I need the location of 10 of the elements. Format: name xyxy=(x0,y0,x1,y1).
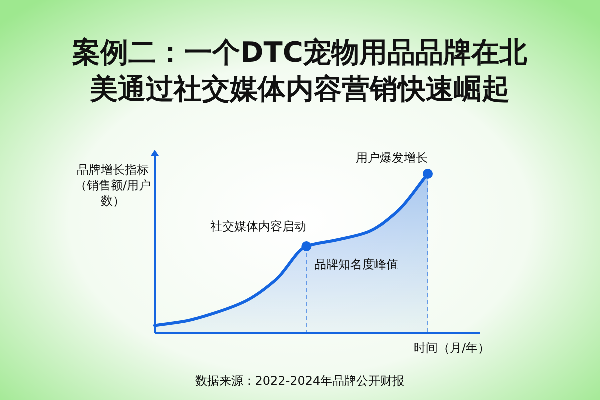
ylabel: 数） xyxy=(101,194,125,208)
title: 美通过社交媒体内容营销快速崛起 xyxy=(90,72,510,106)
annotation: 数据来源：2022-2024年品牌公开财报 xyxy=(195,374,405,388)
annotation: 社交媒体内容启动 xyxy=(210,220,307,234)
ylabel: 品牌增长指标 xyxy=(77,163,149,177)
annotation: 用户爆发增长 xyxy=(356,151,428,165)
xlabel: 时间（月/年） xyxy=(414,341,490,355)
title: 案例二：一个DTC宠物用品品牌在北 xyxy=(72,36,528,69)
ylabel: （销售额/用户 xyxy=(74,178,152,193)
annotation: 品牌知名度峰值 xyxy=(314,258,399,272)
